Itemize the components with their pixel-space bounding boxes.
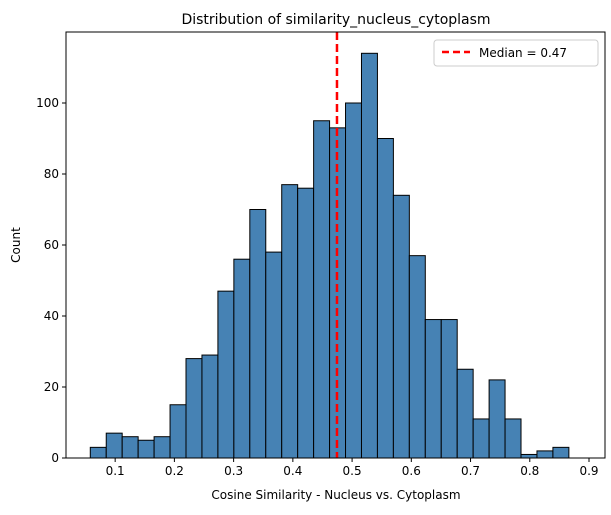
y-tick-label: 0 [51,451,59,465]
histogram-bar [313,120,331,459]
histogram-bar [153,436,171,459]
chart-title: Distribution of similarity_nucleus_cytop… [181,12,490,28]
histogram-bar [217,290,235,459]
legend-median-label: Median = 0.47 [479,46,567,60]
y-tick-label: 20 [44,380,59,394]
axes-frame [65,31,606,459]
x-axis-label: Cosine Similarity - Nucleus vs. Cytoplas… [211,488,460,502]
histogram-bar [408,255,426,459]
x-tick-label: 0.3 [224,464,243,478]
histogram-bar [105,432,123,459]
histogram-bar [424,319,442,459]
x-tick-label: 0.9 [579,464,598,478]
histogram-bar [345,102,362,459]
histogram-bar [89,446,107,459]
y-tick-label: 100 [36,96,59,110]
histogram-bar [185,358,203,459]
y-tick-label: 60 [44,238,59,252]
histogram-bar [137,439,155,459]
histogram-bar [440,319,458,459]
histogram-bar [488,379,506,459]
y-axis-label: Count [9,227,23,263]
x-tick-label: 0.8 [520,464,539,478]
histogram-bar [281,184,299,459]
histogram-bar [121,436,139,459]
x-tick-label: 0.4 [283,464,302,478]
histogram-bar [249,209,267,459]
histogram-bar [520,453,538,459]
histogram-bar [201,354,219,459]
x-tick-label: 0.2 [165,464,184,478]
x-tick-label: 0.6 [402,464,421,478]
x-tick-label: 0.5 [343,464,362,478]
x-tick-label: 0.7 [461,464,480,478]
legend-box [433,39,599,67]
x-tick-label: 0.1 [106,464,125,478]
histogram-bar [456,368,474,459]
histogram-bar [233,258,251,459]
y-tick-label: 40 [44,309,59,323]
histogram-bar [504,418,522,459]
histogram-bar [265,251,283,459]
histogram-bar [552,446,570,459]
histogram-bar [297,187,315,459]
histogram-bar [360,52,378,459]
y-tick-label: 80 [44,167,59,181]
histogram-bar [392,194,410,459]
histogram-bar [472,418,490,459]
histogram-bar [376,138,394,459]
legend: Median = 0.47 [433,39,599,67]
histogram-bar [536,450,554,459]
histogram-bar [169,404,187,459]
